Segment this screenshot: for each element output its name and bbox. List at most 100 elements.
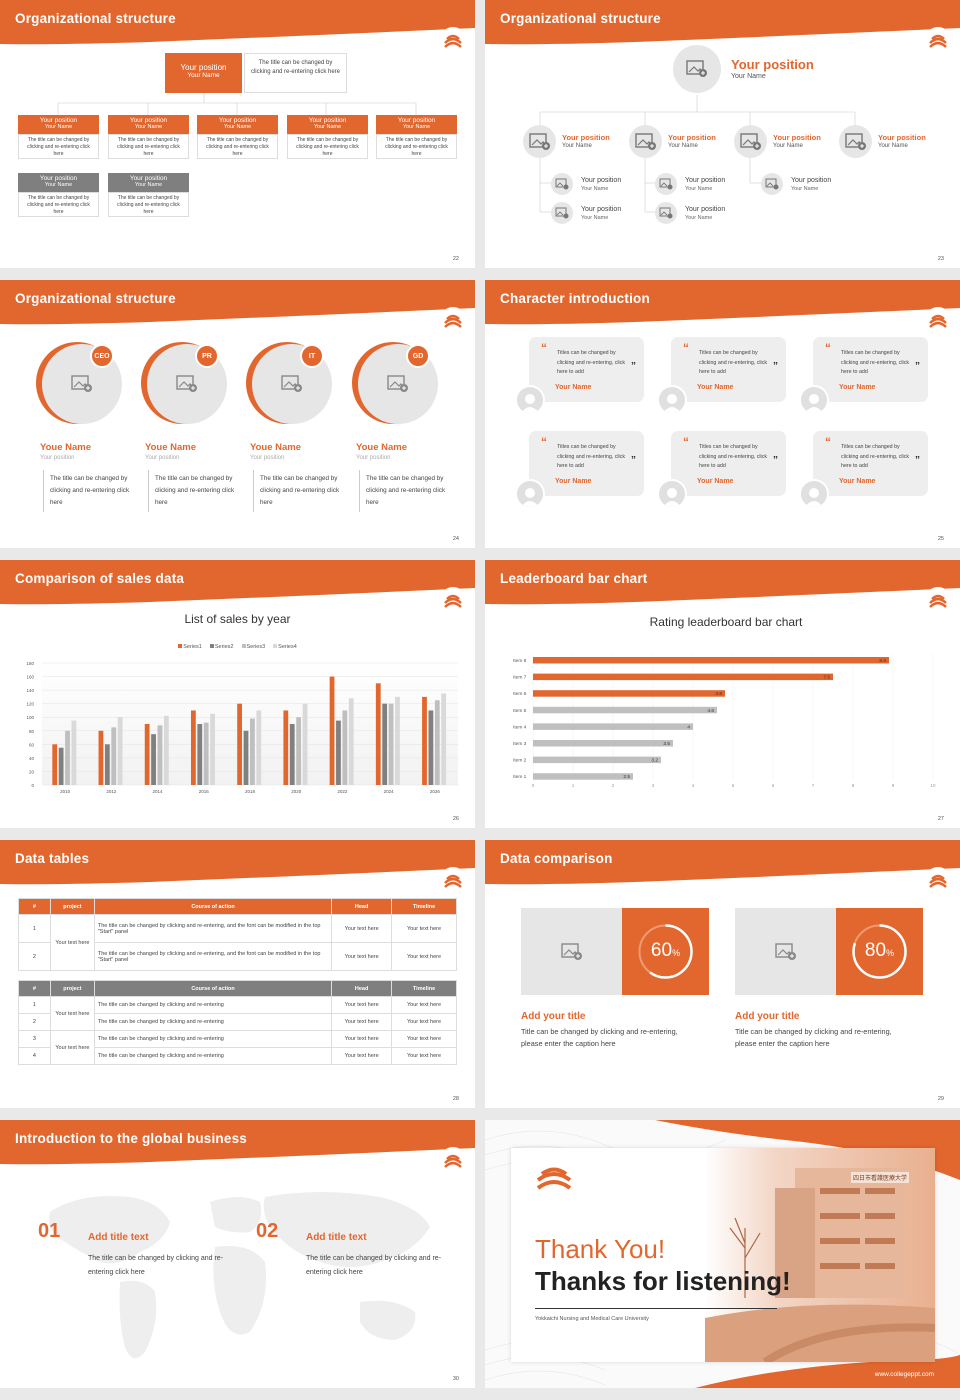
unit-box[interactable]: Your position Your Name: [18, 115, 99, 134]
member-photo[interactable]: [839, 125, 872, 158]
chart-title: Rating leaderboard bar chart: [649, 615, 803, 629]
table-row: 2 The title can be changed by clicking a…: [18, 1013, 457, 1031]
org-connectors: [57, 93, 417, 115]
value-label: 4.8: [715, 691, 722, 697]
unit-box[interactable]: Your position Your Name: [197, 115, 278, 134]
website-link[interactable]: www.collegeppt.com: [874, 1371, 934, 1378]
member-photo[interactable]: [523, 125, 556, 158]
sub-member-photo[interactable]: [551, 202, 573, 224]
open-quote-icon: “: [683, 341, 689, 355]
avatar: [799, 479, 829, 509]
divider: [43, 470, 44, 512]
item-number: 01: [38, 1220, 61, 1242]
sub-member-photo[interactable]: [655, 202, 677, 224]
slide-header: Organizational structure: [485, 0, 960, 55]
quote-card[interactable]: “ Titles can be changed by clicking and r…: [529, 431, 644, 496]
table-row: 3 Your text here The title can be change…: [18, 1030, 457, 1065]
page-number: 23: [937, 256, 944, 262]
top-position-box[interactable]: Your position Your Name: [165, 53, 242, 93]
divider: [535, 1308, 777, 1309]
quote-text: Titles can be changed by clicking and re…: [841, 444, 910, 469]
bar-series3-2010: [65, 730, 70, 785]
thanks-subtitle: Thanks for listening!: [535, 1266, 791, 1296]
value-label: 3.5: [663, 741, 670, 747]
sub-unit-box[interactable]: Your position Your Name: [108, 173, 189, 192]
divider: [359, 470, 360, 512]
head-photo[interactable]: [673, 45, 721, 93]
sub-member-photo[interactable]: [761, 173, 783, 195]
x-tick-label: 2024: [384, 789, 395, 794]
col-num: #: [18, 980, 51, 997]
data-table-1: # project Course of action Head Timeline…: [18, 898, 457, 971]
unit-box[interactable]: Your position Your Name: [287, 115, 368, 134]
quote-author: Your Name: [839, 478, 876, 485]
person-desc: The title can be changed by clicking and…: [260, 475, 340, 506]
comparison-caption: Title can be changed by clicking and re-…: [521, 1027, 678, 1048]
bar-item-6: [533, 690, 725, 697]
close-quote-icon: ”: [773, 455, 778, 466]
slide-header: Introduction to the global business: [0, 1120, 475, 1175]
person-desc: The title can be changed by clicking and…: [366, 475, 446, 506]
sub-unit-box[interactable]: Your position Your Name: [18, 173, 99, 192]
sub-unit-caption: The title can be changed by clicking and…: [108, 192, 189, 217]
x-tick-label: 9: [892, 783, 895, 788]
quote-card[interactable]: “ Titles can be changed by clicking and r…: [813, 431, 928, 496]
bar-series2-2026: [428, 710, 434, 785]
table-row: 2 The title can be changed by clicking a…: [18, 942, 457, 971]
sub-member-position: Your position: [685, 206, 726, 213]
col-action: Course of action: [93, 980, 333, 997]
quote-text: Titles can be changed by clicking and re…: [557, 444, 626, 469]
legend-item: Series3: [241, 644, 265, 650]
member-photo[interactable]: [629, 125, 662, 158]
top-position: Your position: [180, 63, 227, 72]
quote-card[interactable]: “ Titles can be changed by clicking and r…: [529, 337, 644, 402]
logo-icon: [439, 27, 467, 55]
x-tick-label: 6: [772, 783, 775, 788]
image-placeholder-icon: [765, 178, 779, 190]
sub-member-photo[interactable]: [655, 173, 677, 195]
comparison-image[interactable]: [521, 908, 622, 995]
x-tick-label: 2022: [337, 789, 348, 794]
category-label: Item 1: [513, 774, 527, 780]
quote-card[interactable]: “ Titles can be changed by clicking and r…: [671, 337, 786, 402]
x-tick-label: 3: [652, 783, 655, 788]
comparison-heading: Add your title: [735, 1011, 800, 1022]
value-label: 2.5: [623, 774, 630, 780]
bar-series4-2024: [395, 696, 400, 785]
unit-caption: The title can be changed by clicking and…: [197, 134, 278, 159]
image-placeholder-icon: [634, 132, 656, 150]
logo-icon: [924, 27, 952, 55]
sub-member-position: Your position: [581, 206, 622, 213]
x-tick-label: 4: [692, 783, 695, 788]
x-tick-label: 2020: [291, 789, 302, 794]
quote-text: Titles can be changed by clicking and re…: [557, 350, 626, 375]
slide-title: Organizational structure: [500, 11, 661, 26]
member-position: Your position: [668, 133, 716, 142]
open-quote-icon: “: [825, 341, 831, 355]
close-quote-icon: ”: [631, 361, 636, 372]
bar-series4-2018: [256, 710, 262, 785]
comparison-image[interactable]: [735, 908, 836, 995]
percent-unit: %: [672, 948, 681, 958]
sub-member-photo[interactable]: [551, 173, 573, 195]
x-tick-label: 1: [572, 783, 575, 788]
person-photo[interactable]: [42, 344, 122, 424]
quote-author: Your Name: [697, 384, 734, 391]
table-row: 1 Your text here The title can be change…: [18, 914, 457, 971]
top-caption: The title can be changed by clicking and…: [244, 53, 347, 93]
unit-box[interactable]: Your position Your Name: [376, 115, 457, 134]
bar-series2-2010: [58, 747, 64, 785]
bar-item-7: [533, 673, 833, 681]
quote-card[interactable]: “ Titles can be changed by clicking and r…: [671, 431, 786, 496]
value-label: 4.6: [707, 708, 714, 714]
member-photo[interactable]: [734, 125, 767, 158]
slide-title: Character introduction: [500, 291, 650, 306]
quote-author: Your Name: [839, 384, 876, 391]
sub-member-position: Your position: [685, 177, 726, 184]
value-label: 3.2: [651, 758, 658, 764]
open-quote-icon: “: [683, 435, 689, 449]
quote-card[interactable]: “ Titles can be changed by clicking and r…: [813, 337, 928, 402]
bar-series3-2012: [111, 727, 117, 785]
image-placeholder-icon: [528, 132, 550, 150]
unit-box[interactable]: Your position Your Name: [108, 115, 189, 134]
